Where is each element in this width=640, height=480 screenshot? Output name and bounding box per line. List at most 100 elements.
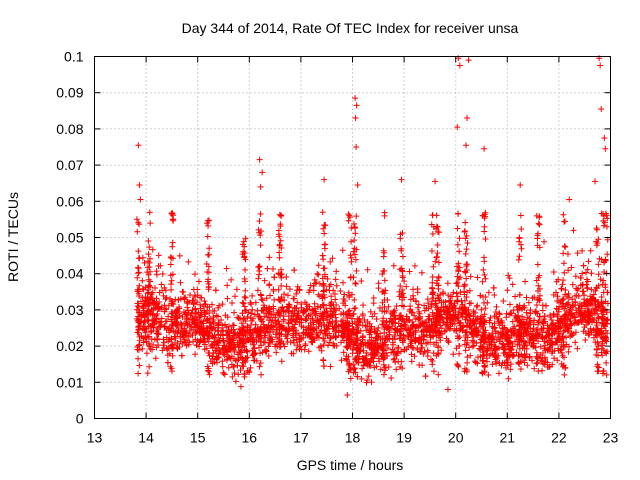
- data-point: [474, 354, 481, 361]
- data-point: [148, 327, 155, 334]
- data-point: [341, 291, 348, 298]
- data-point: [582, 269, 589, 276]
- data-point: [542, 329, 549, 336]
- data-point: [179, 313, 186, 320]
- data-point: [324, 325, 331, 332]
- data-point: [345, 326, 352, 333]
- data-point: [553, 278, 560, 285]
- data-point: [187, 311, 194, 318]
- data-point: [543, 302, 550, 309]
- data-point: [261, 277, 268, 284]
- data-point: [225, 353, 232, 360]
- data-point: [276, 336, 283, 343]
- data-point: [450, 289, 457, 296]
- data-point: [344, 391, 351, 398]
- data-point: [574, 250, 581, 257]
- data-point: [268, 311, 275, 318]
- y-tick-label: 0.04: [56, 266, 83, 282]
- data-point: [171, 333, 178, 340]
- data-point: [343, 343, 350, 350]
- data-point: [454, 362, 461, 369]
- data-point: [380, 346, 387, 353]
- data-point: [135, 270, 142, 277]
- data-point: [321, 291, 328, 298]
- data-point: [238, 320, 245, 327]
- data-point: [592, 287, 599, 294]
- data-point: [302, 342, 309, 349]
- data-point: [373, 363, 380, 370]
- data-point: [553, 325, 560, 332]
- data-point: [300, 309, 307, 316]
- data-point: [223, 324, 230, 331]
- data-point: [192, 336, 199, 343]
- data-point: [311, 300, 318, 307]
- data-point: [240, 357, 247, 364]
- x-tick-label: 17: [293, 430, 309, 446]
- data-point: [239, 299, 246, 306]
- data-point: [456, 327, 463, 334]
- data-point: [546, 325, 553, 332]
- data-point: [536, 313, 543, 320]
- data-point: [327, 320, 334, 327]
- data-point: [237, 367, 244, 374]
- data-point: [346, 214, 353, 221]
- data-point: [464, 354, 471, 361]
- data-point: [463, 246, 470, 253]
- data-point: [390, 262, 397, 269]
- data-point: [456, 305, 463, 312]
- data-point: [326, 302, 333, 309]
- data-point: [277, 312, 284, 319]
- data-point: [485, 372, 492, 379]
- data-point: [287, 317, 294, 324]
- data-point: [210, 350, 217, 357]
- data-point: [225, 330, 232, 337]
- data-point: [461, 308, 468, 315]
- data-point: [538, 357, 545, 364]
- data-point: [399, 287, 406, 294]
- data-point: [411, 337, 418, 344]
- data-point: [554, 357, 561, 364]
- data-point: [535, 319, 542, 326]
- data-point: [474, 274, 481, 281]
- data-point: [352, 225, 359, 232]
- data-point: [398, 312, 405, 319]
- data-point: [412, 336, 419, 343]
- data-point: [321, 283, 328, 290]
- data-point: [155, 303, 162, 310]
- x-tick-labels: 13 14 15 16 17 18 19 20 21 22 23: [87, 430, 619, 446]
- data-point: [560, 211, 567, 218]
- data-point: [263, 348, 270, 355]
- data-point: [440, 290, 447, 297]
- data-point: [286, 302, 293, 309]
- data-point: [257, 323, 264, 330]
- data-point: [486, 319, 493, 326]
- data-point: [496, 360, 503, 367]
- data-point: [208, 301, 215, 308]
- data-point: [481, 228, 488, 235]
- data-point: [448, 300, 455, 307]
- data-point: [510, 307, 517, 314]
- data-point: [176, 252, 183, 259]
- data-point: [593, 226, 600, 233]
- data-point: [339, 247, 346, 254]
- data-point: [272, 317, 279, 324]
- data-point: [184, 304, 191, 311]
- data-point: [581, 311, 588, 318]
- data-point: [481, 338, 488, 345]
- data-point: [416, 361, 423, 368]
- data-point: [193, 342, 200, 349]
- data-point: [455, 260, 462, 267]
- x-tick-label: 20: [448, 430, 464, 446]
- data-point: [294, 299, 301, 306]
- data-point: [518, 351, 525, 358]
- data-point: [152, 318, 159, 325]
- data-point: [380, 361, 387, 368]
- data-point: [411, 262, 418, 269]
- data-point: [507, 366, 514, 373]
- data-point: [499, 325, 506, 332]
- data-point: [380, 315, 387, 322]
- data-point: [406, 308, 413, 315]
- data-point: [478, 335, 485, 342]
- data-point: [379, 299, 386, 306]
- data-point: [587, 293, 594, 300]
